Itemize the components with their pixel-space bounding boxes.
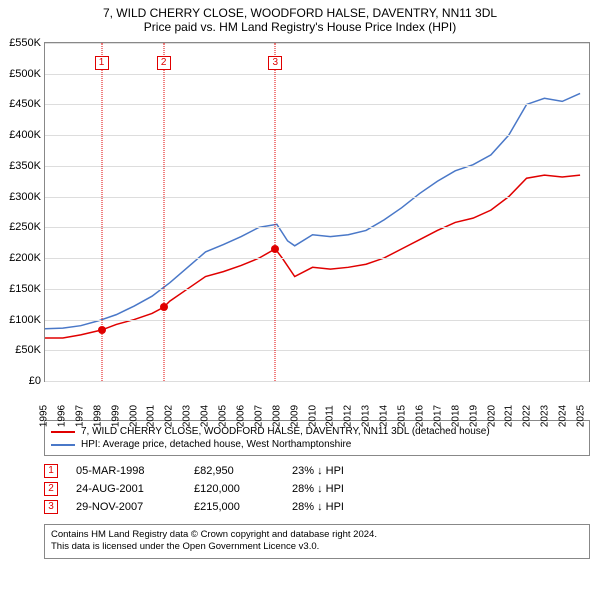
sale-row-price: £215,000 bbox=[194, 501, 274, 513]
sale-marker-vline bbox=[275, 43, 276, 381]
chart-svg bbox=[45, 43, 589, 381]
sale-marker-vline bbox=[163, 43, 164, 381]
x-tick-label: 2015 bbox=[397, 405, 408, 427]
legend-swatch bbox=[51, 444, 75, 446]
x-tick-label: 2014 bbox=[379, 405, 390, 427]
gridline-h bbox=[45, 43, 589, 44]
y-tick-label: £500K bbox=[9, 68, 41, 80]
x-tick-label: 2008 bbox=[271, 405, 282, 427]
gridline-h bbox=[45, 227, 589, 228]
sale-row: 3 29-NOV-2007 £215,000 28% ↓ HPI bbox=[44, 498, 590, 516]
sale-marker-dot bbox=[160, 303, 168, 311]
x-tick-label: 2003 bbox=[182, 405, 193, 427]
title-subtitle: Price paid vs. HM Land Registry's House … bbox=[10, 20, 590, 34]
x-tick-label: 2017 bbox=[432, 405, 443, 427]
gridline-h bbox=[45, 74, 589, 75]
sale-row: 1 05-MAR-1998 £82,950 23% ↓ HPI bbox=[44, 462, 590, 480]
chart-container: 7, WILD CHERRY CLOSE, WOODFORD HALSE, DA… bbox=[0, 0, 600, 590]
x-tick-label: 2023 bbox=[540, 405, 551, 427]
gridline-h bbox=[45, 104, 589, 105]
y-tick-label: £150K bbox=[9, 283, 41, 295]
sale-marker-box: 1 bbox=[95, 56, 109, 70]
sale-row-marker: 3 bbox=[44, 500, 58, 514]
x-tick-label: 1996 bbox=[56, 405, 67, 427]
x-tick-label: 2019 bbox=[468, 405, 479, 427]
sale-row: 2 24-AUG-2001 £120,000 28% ↓ HPI bbox=[44, 480, 590, 498]
title-block: 7, WILD CHERRY CLOSE, WOODFORD HALSE, DA… bbox=[0, 0, 600, 38]
gridline-h bbox=[45, 197, 589, 198]
sale-row-price: £120,000 bbox=[194, 483, 274, 495]
plot: £0£50K£100K£150K£200K£250K£300K£350K£400… bbox=[44, 42, 590, 382]
y-tick-label: £350K bbox=[9, 160, 41, 172]
x-tick-label: 2024 bbox=[558, 405, 569, 427]
gridline-h bbox=[45, 381, 589, 382]
x-tick-label: 2001 bbox=[146, 405, 157, 427]
x-tick-label: 2005 bbox=[218, 405, 229, 427]
y-tick-label: £250K bbox=[9, 221, 41, 233]
x-tick-label: 1998 bbox=[92, 405, 103, 427]
footer-attribution: Contains HM Land Registry data © Crown c… bbox=[44, 524, 590, 559]
sale-row-marker: 1 bbox=[44, 464, 58, 478]
y-tick-label: £0 bbox=[29, 375, 41, 387]
sale-row-date: 24-AUG-2001 bbox=[76, 483, 176, 495]
sale-marker-box: 3 bbox=[268, 56, 282, 70]
x-tick-label: 2012 bbox=[343, 405, 354, 427]
y-tick-label: £550K bbox=[9, 37, 41, 49]
gridline-h bbox=[45, 320, 589, 321]
x-tick-label: 2009 bbox=[289, 405, 300, 427]
x-tick-label: 2006 bbox=[235, 405, 246, 427]
x-tick-label: 2010 bbox=[307, 405, 318, 427]
x-tick-label: 1995 bbox=[39, 405, 50, 427]
y-tick-label: £200K bbox=[9, 252, 41, 264]
gridline-h bbox=[45, 258, 589, 259]
y-tick-label: £450K bbox=[9, 98, 41, 110]
title-address: 7, WILD CHERRY CLOSE, WOODFORD HALSE, DA… bbox=[10, 6, 590, 20]
chart-area: £0£50K£100K£150K£200K£250K£300K£350K£400… bbox=[44, 42, 590, 412]
x-tick-label: 2021 bbox=[504, 405, 515, 427]
x-tick-label: 2016 bbox=[414, 405, 425, 427]
sale-row-diff: 28% ↓ HPI bbox=[292, 483, 372, 495]
sale-marker-box: 2 bbox=[157, 56, 171, 70]
sale-row-date: 29-NOV-2007 bbox=[76, 501, 176, 513]
sale-row-diff: 23% ↓ HPI bbox=[292, 465, 372, 477]
sale-marker-dot bbox=[271, 245, 279, 253]
x-tick-label: 2002 bbox=[164, 405, 175, 427]
gridline-h bbox=[45, 289, 589, 290]
gridline-h bbox=[45, 350, 589, 351]
y-tick-label: £300K bbox=[9, 191, 41, 203]
y-tick-label: £400K bbox=[9, 129, 41, 141]
x-tick-label: 2007 bbox=[253, 405, 264, 427]
sale-row-diff: 28% ↓ HPI bbox=[292, 501, 372, 513]
x-tick-label: 2018 bbox=[450, 405, 461, 427]
sales-table: 1 05-MAR-1998 £82,950 23% ↓ HPI 2 24-AUG-2001… bbox=[44, 462, 590, 516]
y-tick-label: £100K bbox=[9, 314, 41, 326]
x-tick-label: 2011 bbox=[325, 405, 336, 427]
sale-row-marker: 2 bbox=[44, 482, 58, 496]
x-tick-label: 2004 bbox=[200, 405, 211, 427]
gridline-h bbox=[45, 166, 589, 167]
x-tick-label: 2022 bbox=[522, 405, 533, 427]
x-tick-label: 2025 bbox=[576, 405, 587, 427]
series-hpi bbox=[45, 93, 580, 328]
series-price_paid bbox=[45, 175, 580, 338]
sale-marker-dot bbox=[98, 326, 106, 334]
footer-line1: Contains HM Land Registry data © Crown c… bbox=[51, 529, 583, 541]
x-tick-label: 1999 bbox=[110, 405, 121, 427]
sale-row-price: £82,950 bbox=[194, 465, 274, 477]
x-tick-label: 2000 bbox=[128, 405, 139, 427]
x-axis-labels: 1995199619971998199920002001200220032004… bbox=[44, 412, 590, 442]
sale-row-date: 05-MAR-1998 bbox=[76, 465, 176, 477]
footer-line2: This data is licensed under the Open Gov… bbox=[51, 541, 583, 553]
x-tick-label: 2013 bbox=[361, 405, 372, 427]
x-tick-label: 2020 bbox=[486, 405, 497, 427]
gridline-h bbox=[45, 135, 589, 136]
y-tick-label: £50K bbox=[15, 344, 41, 356]
x-tick-label: 1997 bbox=[74, 405, 85, 427]
